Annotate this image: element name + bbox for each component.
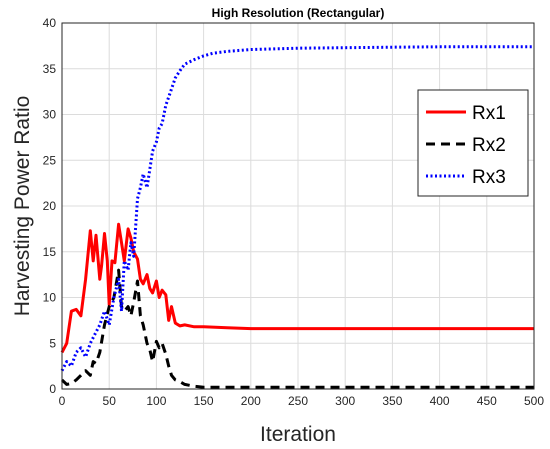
legend-label-rx1: Rx1 — [472, 103, 506, 124]
y-tick-label: 25 — [43, 153, 57, 167]
legend-label-rx2: Rx2 — [472, 135, 506, 156]
x-axis-label: Iteration — [260, 423, 336, 446]
legend: Rx1 Rx2 Rx3 — [417, 89, 529, 197]
y-tick-label: 15 — [43, 245, 57, 259]
series-lines — [60, 45, 534, 389]
series-line-rx1 — [60, 222, 534, 354]
x-tick-label: 300 — [335, 394, 355, 408]
y-axis-label: Harvesting Power Ratio — [11, 96, 34, 317]
x-tick-label: 500 — [524, 394, 544, 408]
chart-title: High Resolution (Rectangular) — [212, 6, 385, 20]
y-tick-label: 5 — [49, 336, 56, 350]
y-tick-label: 40 — [43, 16, 57, 30]
axis-ticks: 0 50 100 150 200 250 300 350 400 450 500 0 5 10 15 20 25… — [43, 16, 545, 408]
x-tick-label: 350 — [382, 394, 402, 408]
x-tick-label: 400 — [430, 394, 450, 408]
x-tick-label: 100 — [146, 394, 166, 408]
plot-frame — [61, 22, 535, 390]
legend-box — [417, 89, 529, 197]
x-tick-label: 150 — [194, 394, 214, 408]
y-tick-label: 30 — [43, 108, 57, 122]
x-tick-label: 50 — [103, 394, 117, 408]
legend-label-rx3: Rx3 — [472, 167, 506, 188]
series-line-rx2 — [60, 268, 534, 389]
x-tick-label: 200 — [241, 394, 261, 408]
y-tick-label: 20 — [43, 199, 57, 213]
x-tick-label: 250 — [288, 394, 308, 408]
y-tick-label: 0 — [49, 382, 56, 396]
x-tick-label: 450 — [477, 394, 497, 408]
series-line-rx3 — [60, 45, 534, 372]
x-tick-label: 0 — [59, 394, 66, 408]
y-tick-label: 35 — [43, 62, 57, 76]
y-tick-label: 10 — [43, 291, 57, 305]
